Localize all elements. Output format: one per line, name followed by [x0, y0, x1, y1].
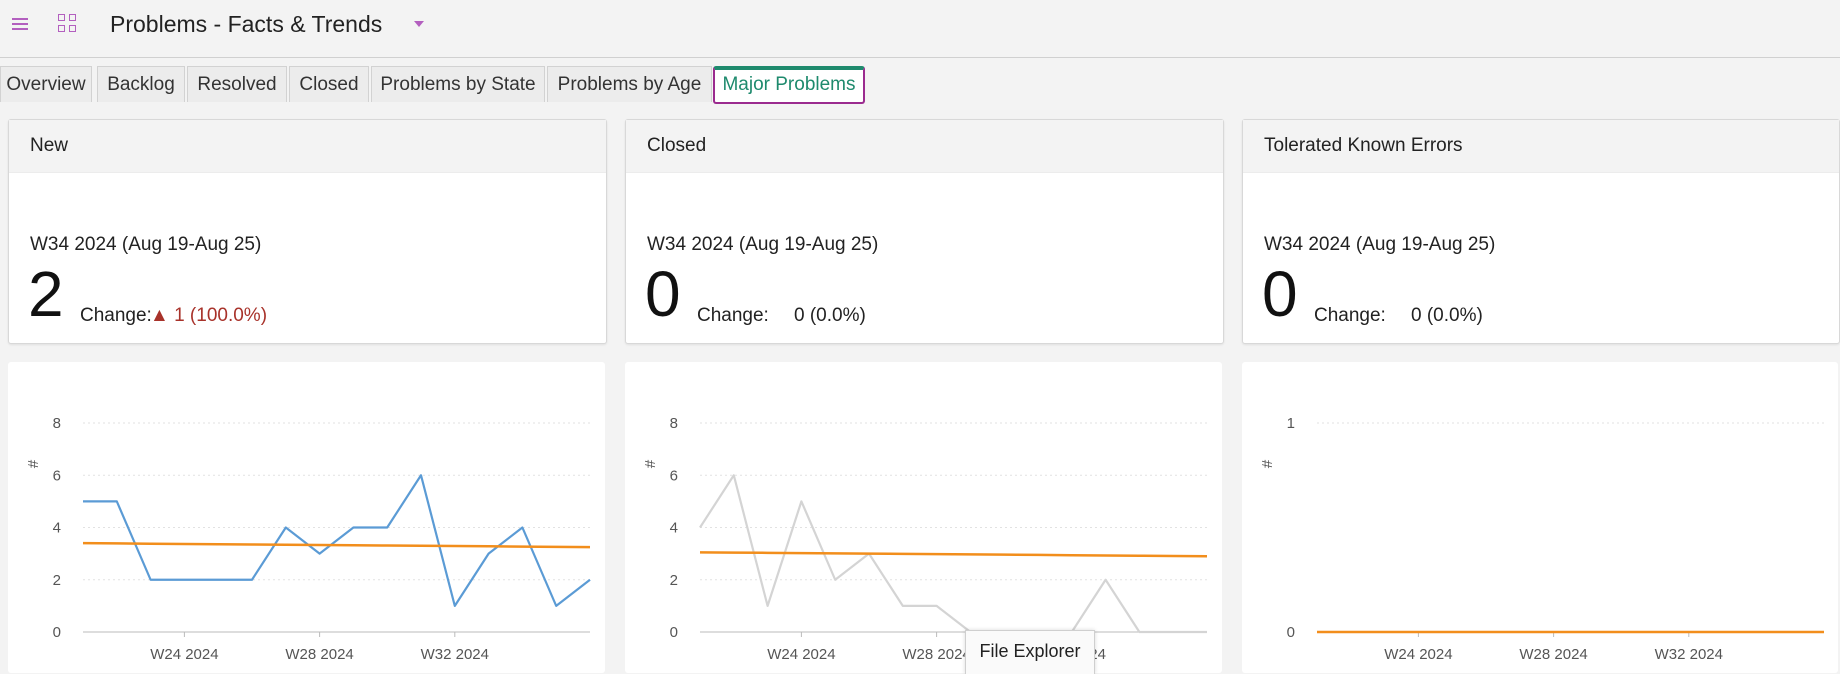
- y-tick-label: 0: [53, 624, 61, 641]
- x-tick-label: W24 2024: [1384, 646, 1452, 663]
- kpi-change-label: Change:: [1314, 305, 1386, 326]
- kpi-change-value: ▲ 1 (100.0%): [150, 305, 268, 326]
- trend-chart-tolerated-svg: 0 1 # W24 2024 W28 2024 W32 2024: [1259, 415, 1824, 663]
- x-tick-label: W28 2024: [902, 646, 970, 663]
- y-tick-label: 8: [670, 415, 678, 432]
- x-tick-label: W28 2024: [1519, 646, 1587, 663]
- trend-chart-new: 0 2 4 6 8 # W24 2024 W28 2024 W32 2024: [8, 362, 605, 673]
- x-tick-label: W32 2024: [421, 646, 489, 663]
- y-tick-label: 0: [1287, 624, 1295, 641]
- kpi-card-title: New: [9, 120, 606, 173]
- kpi-change-value: 0 (0.0%): [794, 305, 866, 326]
- trend-chart-tolerated-known-errors: 0 1 # W24 2024 W28 2024 W32 2024: [1242, 362, 1838, 673]
- y-tick-label: 0: [670, 624, 678, 641]
- hamburger-icon[interactable]: [12, 16, 28, 32]
- kpi-change-label: Change:: [697, 305, 769, 326]
- page-title: Problems - Facts & Trends: [110, 11, 383, 37]
- y-tick-label: 4: [670, 520, 678, 537]
- y-tick-label: 6: [670, 467, 678, 484]
- tab-major-problems[interactable]: Major Problems: [713, 66, 865, 104]
- series-line: [83, 474, 591, 607]
- kpi-card-title: Tolerated Known Errors: [1243, 120, 1839, 173]
- tab-overview[interactable]: Overview: [0, 66, 92, 102]
- kpi-period: W34 2024 (Aug 19-Aug 25): [30, 234, 262, 255]
- caret-down-icon[interactable]: [414, 21, 424, 27]
- tab-backlog[interactable]: Backlog: [97, 66, 185, 102]
- y-axis-label: #: [642, 459, 659, 468]
- trend-line: [82, 541, 591, 549]
- y-tick-label: 6: [53, 467, 61, 484]
- trend-chart-new-svg: 0 2 4 6 8 # W24 2024 W28 2024 W32 2024: [25, 415, 591, 663]
- kpi-card-new: New W34 2024 (Aug 19-Aug 25) 2 Change: ▲…: [8, 119, 607, 344]
- tab-problems-by-age[interactable]: Problems by Age: [547, 66, 712, 102]
- x-tick-label: W24 2024: [767, 646, 835, 663]
- tab-closed[interactable]: Closed: [289, 66, 369, 102]
- kpi-change-value: 0 (0.0%): [1411, 305, 1483, 326]
- y-tick-label: 8: [53, 415, 61, 432]
- tab-resolved[interactable]: Resolved: [187, 66, 287, 102]
- x-tick-label: W24 2024: [150, 646, 218, 663]
- y-tick-label: 4: [53, 520, 61, 537]
- kpi-value: 2: [28, 258, 64, 330]
- tab-bar: Overview Backlog Resolved Closed Problem…: [0, 66, 1840, 104]
- kpi-period: W34 2024 (Aug 19-Aug 25): [647, 234, 879, 255]
- y-tick-label: 2: [53, 572, 61, 589]
- y-axis-label: #: [1259, 459, 1276, 468]
- tab-problems-by-state[interactable]: Problems by State: [371, 66, 545, 102]
- trend-line: [699, 551, 1208, 558]
- kpi-value: 0: [1262, 258, 1298, 330]
- x-tick-label: W32 2024: [1655, 646, 1723, 663]
- y-tick-label: 2: [670, 572, 678, 589]
- grid-icon[interactable]: [58, 14, 78, 34]
- y-tick-label: 1: [1287, 415, 1295, 432]
- taskbar-tooltip: File Explorer: [965, 630, 1095, 674]
- kpi-card-title: Closed: [626, 120, 1223, 173]
- kpi-change-label: Change:: [80, 305, 152, 326]
- kpi-card-closed: Closed W34 2024 (Aug 19-Aug 25) 0 Change…: [625, 119, 1224, 344]
- top-bar: Problems - Facts & Trends: [0, 0, 1840, 58]
- kpi-period: W34 2024 (Aug 19-Aug 25): [1264, 234, 1496, 255]
- kpi-value: 0: [645, 258, 681, 330]
- x-tick-label: W28 2024: [285, 646, 353, 663]
- kpi-card-tolerated-known-errors: Tolerated Known Errors W34 2024 (Aug 19-…: [1242, 119, 1840, 344]
- y-axis-label: #: [25, 459, 42, 468]
